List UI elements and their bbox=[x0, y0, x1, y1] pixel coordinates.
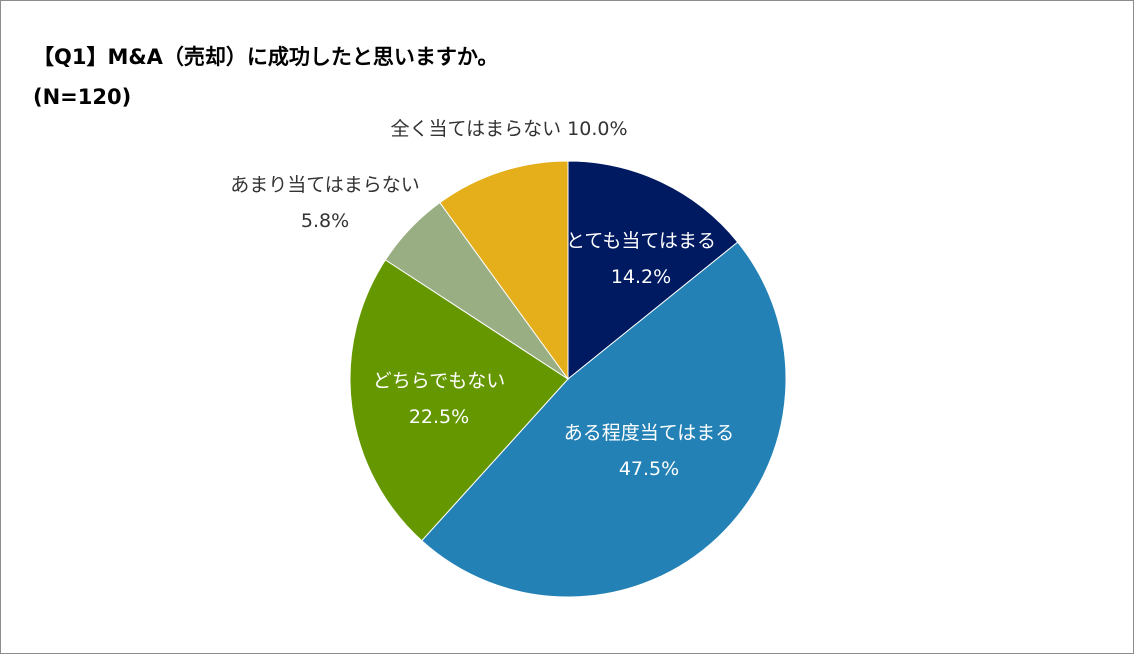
chart-title: 【Q1】M&A（売却）に成功したと思いますか。 bbox=[33, 45, 499, 69]
slice-value-label: 47.5% bbox=[619, 458, 679, 480]
pie-slice bbox=[421, 241, 787, 598]
pie-slice bbox=[349, 259, 569, 542]
chart-subtitle: (N=120) bbox=[33, 85, 132, 109]
slice-label: どちらでもない bbox=[373, 370, 505, 392]
slice-value-label: 14.2% bbox=[611, 266, 671, 288]
slice-label: あまり当てはまらない bbox=[230, 174, 420, 196]
slice-label: 全く当てはまらない 10.0% bbox=[390, 118, 627, 140]
pie-slice bbox=[439, 160, 569, 381]
slice-label: ある程度当てはまる bbox=[564, 422, 735, 444]
slice-label: とても当てはまる bbox=[566, 230, 716, 252]
slice-value-label: 5.8% bbox=[301, 210, 349, 232]
slice-value-label: 22.5% bbox=[409, 406, 469, 428]
pie-slice bbox=[567, 160, 739, 381]
